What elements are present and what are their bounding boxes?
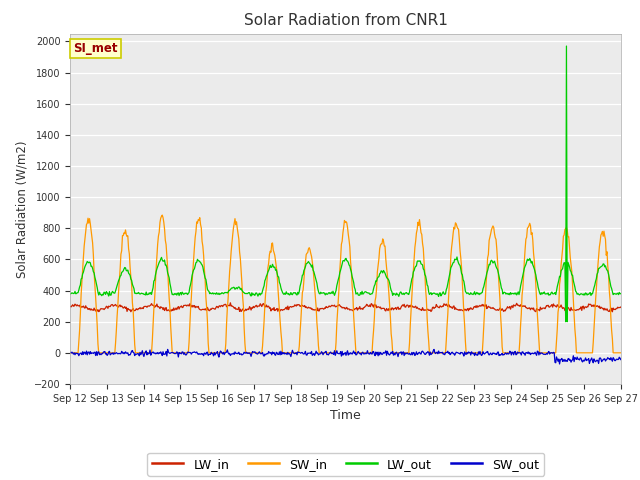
LW_in: [617, 304, 625, 310]
SW_out: [219, 351, 227, 357]
LW_in: [429, 304, 437, 310]
LW_in: [67, 304, 74, 310]
Text: SI_met: SI_met: [73, 42, 118, 55]
SW_in: [190, 255, 198, 261]
LW_in: [77, 304, 84, 310]
LW_out: [189, 269, 196, 275]
LW_in: [609, 309, 616, 315]
SW_out: [67, 349, 74, 355]
SW_out: [413, 352, 421, 358]
Line: LW_out: LW_out: [70, 46, 621, 322]
SW_out: [429, 348, 437, 354]
SW_in: [219, 350, 227, 356]
SW_in: [413, 227, 421, 232]
LW_out: [413, 263, 420, 269]
LW_in: [133, 306, 141, 312]
SW_in: [429, 350, 437, 356]
SW_out: [133, 351, 141, 357]
LW_out: [133, 290, 141, 296]
LW_in: [413, 304, 421, 310]
LW_in: [227, 300, 234, 306]
SW_out: [164, 347, 172, 352]
Line: SW_in: SW_in: [70, 215, 621, 353]
SW_out: [556, 361, 563, 367]
LW_out: [563, 43, 570, 49]
LW_out: [617, 291, 625, 297]
LW_out: [67, 291, 74, 297]
SW_in: [159, 212, 166, 218]
SW_out: [77, 350, 84, 356]
LW_in: [189, 304, 196, 310]
SW_in: [133, 350, 141, 356]
SW_in: [617, 350, 625, 356]
Legend: LW_in, SW_in, LW_out, SW_out: LW_in, SW_in, LW_out, SW_out: [147, 453, 544, 476]
SW_in: [67, 350, 74, 356]
Line: LW_in: LW_in: [70, 303, 621, 312]
Title: Solar Radiation from CNR1: Solar Radiation from CNR1: [244, 13, 447, 28]
Y-axis label: Solar Radiation (W/m2): Solar Radiation (W/m2): [15, 140, 29, 277]
LW_out: [429, 291, 436, 297]
LW_out: [562, 319, 570, 324]
LW_out: [77, 282, 84, 288]
Line: SW_out: SW_out: [70, 349, 621, 364]
SW_out: [617, 357, 625, 362]
LW_out: [218, 290, 226, 296]
LW_in: [218, 303, 226, 309]
SW_out: [190, 349, 198, 355]
SW_in: [77, 312, 84, 317]
X-axis label: Time: Time: [330, 409, 361, 422]
